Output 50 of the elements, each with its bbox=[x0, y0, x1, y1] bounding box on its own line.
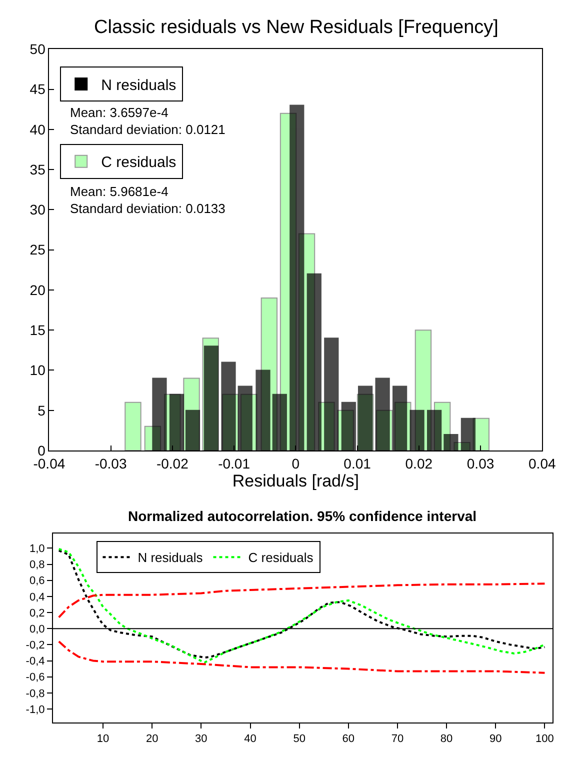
x-tick-label: 70 bbox=[391, 732, 404, 745]
y-tick-label: 5 bbox=[38, 402, 46, 418]
y-tick-label: 40 bbox=[30, 121, 46, 138]
y-tick-label: 1,0 bbox=[29, 543, 45, 556]
y-tick-label: 25 bbox=[30, 242, 46, 258]
legend-label: N residuals bbox=[101, 76, 176, 94]
x-tick-label: 100 bbox=[536, 732, 554, 745]
x-tick-label: 0.02 bbox=[405, 455, 433, 472]
y-tick-label: 30 bbox=[30, 202, 46, 218]
y-tick-label: 0,2 bbox=[29, 607, 45, 620]
y-tick-label: 45 bbox=[30, 81, 46, 98]
x-tick-label: 0.01 bbox=[344, 455, 372, 472]
x-tick-label: -0.02 bbox=[156, 455, 189, 472]
annotation: Standard deviation: 0.0121 bbox=[70, 122, 226, 137]
y-tick-label: 15 bbox=[30, 322, 46, 338]
y-tick-label: 50 bbox=[30, 41, 46, 58]
legend-label: C residuals bbox=[248, 550, 314, 566]
annotation: Mean: 3.6597e-4 bbox=[70, 105, 168, 120]
x-tick-label: 40 bbox=[244, 732, 256, 745]
x-tick-label: 50 bbox=[293, 732, 306, 745]
x-tick-label: -0.01 bbox=[218, 455, 250, 472]
x-tick-label: 60 bbox=[342, 732, 355, 745]
x-axis-title: Residuals [rad/s] bbox=[232, 471, 359, 490]
y-tick-label: 0,6 bbox=[29, 575, 45, 588]
y-tick-label: -0,2 bbox=[26, 640, 45, 652]
chart-title: Classic residuals vs New Residuals [Frequency] bbox=[94, 17, 498, 38]
x-tick-label: 30 bbox=[195, 732, 208, 745]
y-tick-label: 0,0 bbox=[29, 623, 45, 636]
y-tick-label: 20 bbox=[30, 282, 46, 298]
legend-label: N residuals bbox=[138, 550, 204, 566]
x-tick-label: 0.03 bbox=[466, 455, 494, 472]
x-tick-label: 0.04 bbox=[528, 455, 556, 472]
x-tick-label: 90 bbox=[490, 732, 502, 745]
x-tick-label: 80 bbox=[440, 732, 453, 745]
y-tick-label: 0,4 bbox=[29, 591, 45, 604]
annotation: Mean: 5.9681e-4 bbox=[70, 184, 168, 199]
y-tick-label: 10 bbox=[30, 362, 46, 378]
x-tick-label: 10 bbox=[96, 732, 110, 745]
chart-title: Normalized autocorrelation. 95% confidence interval bbox=[128, 508, 477, 524]
x-tick-label: -0.03 bbox=[94, 455, 127, 472]
y-tick-label: -1,0 bbox=[26, 704, 45, 716]
y-tick-label: 0,8 bbox=[29, 559, 45, 572]
y-tick-label: -0,4 bbox=[26, 656, 45, 668]
y-tick-label: -0,8 bbox=[26, 688, 45, 700]
y-tick-label: -0,6 bbox=[26, 672, 45, 684]
annotation: Standard deviation: 0.0133 bbox=[70, 201, 226, 216]
x-tick-label: 0 bbox=[292, 455, 300, 472]
y-tick-label: 35 bbox=[30, 161, 46, 178]
x-tick-label: 20 bbox=[146, 732, 158, 745]
legend-label: C residuals bbox=[101, 154, 176, 172]
